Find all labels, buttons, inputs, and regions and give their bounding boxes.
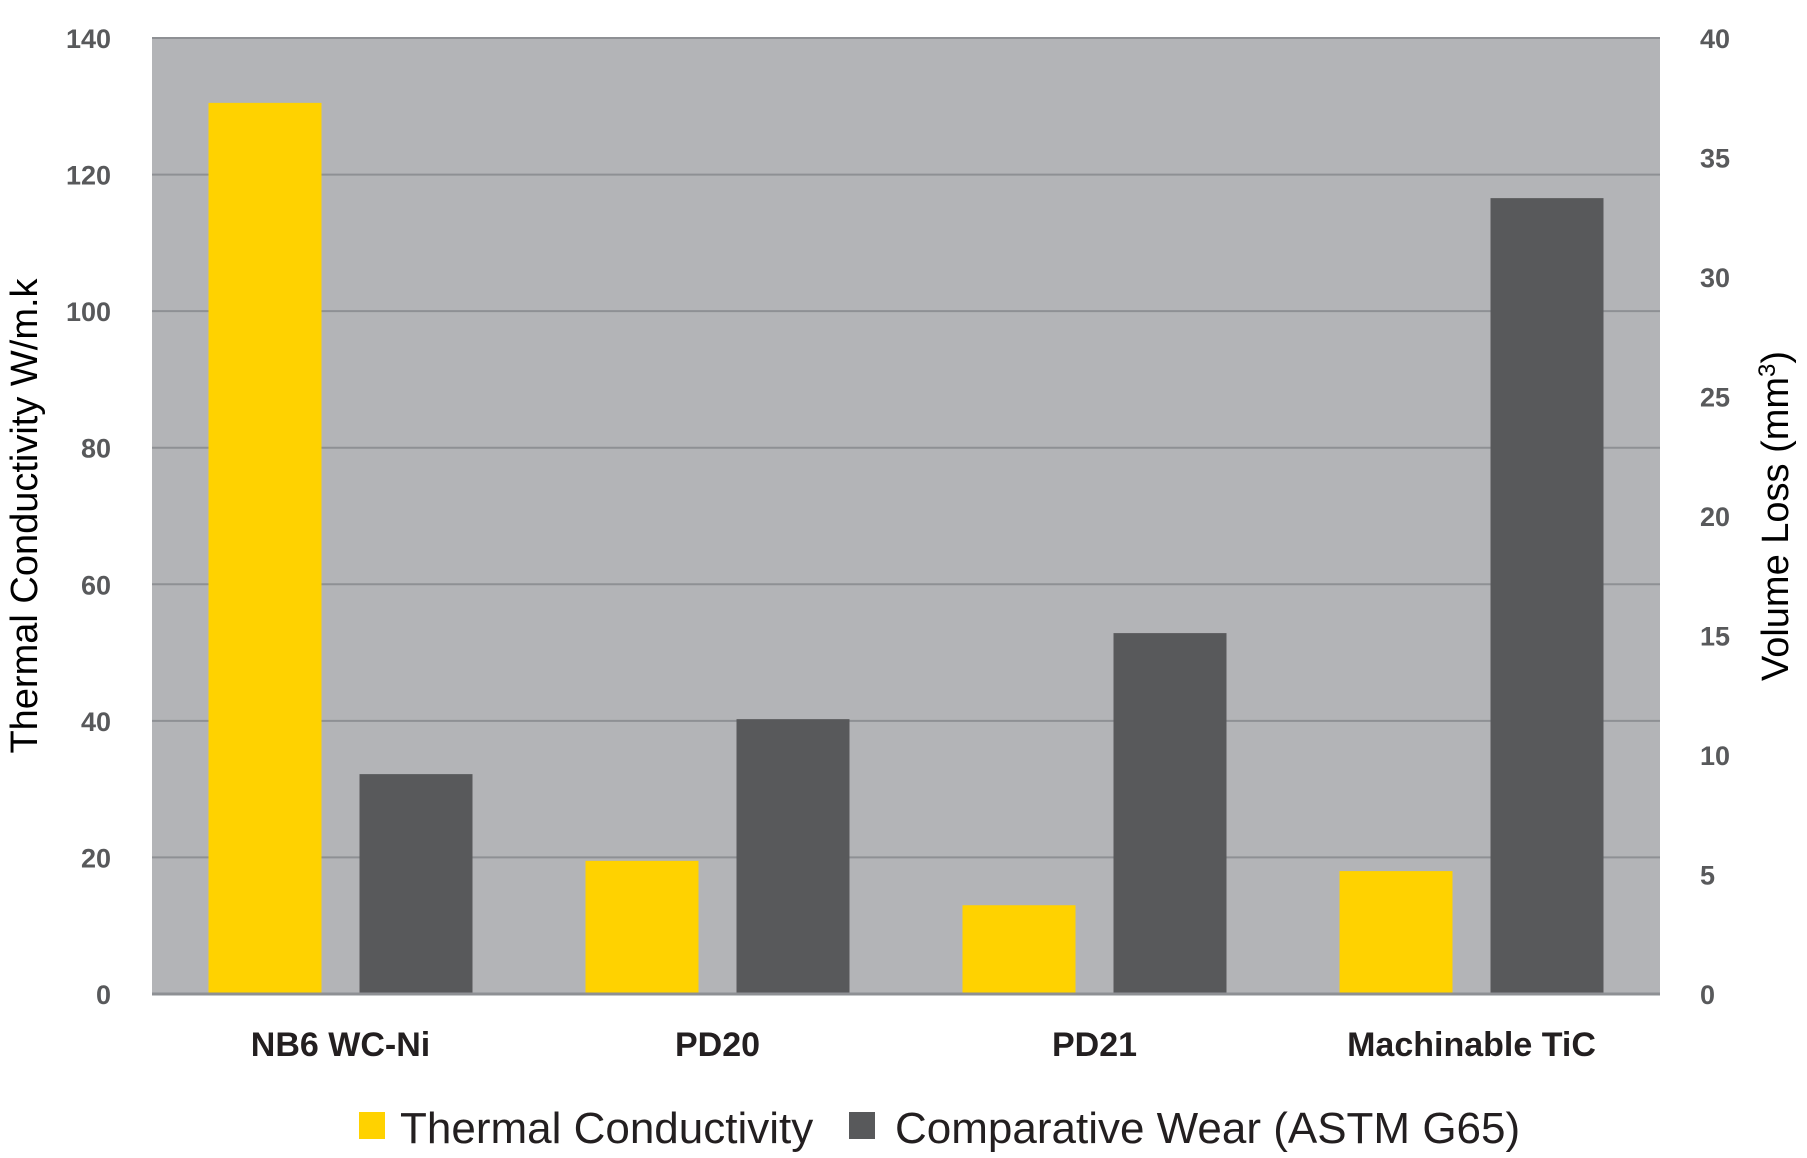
bar-comparative-wear-astm-g65-machinable-tic [1490,198,1604,994]
bar-thermal-conductivity-pd20 [585,860,699,994]
bar-thermal-conductivity-nb6-wc-ni [208,102,322,994]
right-tick-label-35: 35 [1700,144,1730,174]
legend-label-comparative-wear: Comparative Wear (ASTM G65) [895,1104,1520,1153]
left-tick-label-60: 60 [81,570,111,600]
right-axis-label-suffix: ) [1755,351,1797,364]
right-axis-label: Volume Loss (mm3) [1754,351,1798,681]
right-tick-label-25: 25 [1700,383,1730,413]
right-tick-label-15: 15 [1700,622,1730,652]
bar-thermal-conductivity-machinable-tic [1339,871,1453,994]
right-tick-label-0: 0 [1700,980,1715,1010]
category-labels: NB6 WC-Ni PD20 PD21 Machinable TiC [251,1026,1596,1064]
bars [208,102,1604,994]
right-tick-label-10: 10 [1700,741,1730,771]
left-tick-label-0: 0 [96,980,111,1010]
bar-thermal-conductivity-pd21 [962,905,1076,994]
legend-swatch-thermal-conductivity [359,1112,385,1139]
left-tick-label-40: 40 [81,707,111,737]
left-tick-label-80: 80 [81,434,111,464]
right-axis-label-superscript: 3 [1754,364,1781,377]
right-tick-label-20: 20 [1700,502,1730,532]
category-label-nb6-wc-ni: NB6 WC-Ni [251,1026,430,1064]
bar-comparative-wear-astm-g65-pd21 [1113,633,1227,994]
right-tick-label-40: 40 [1700,24,1730,54]
legend: Thermal Conductivity Comparative Wear (A… [359,1104,1520,1153]
left-tick-label-20: 20 [81,843,111,873]
category-label-pd21: PD21 [1052,1026,1137,1064]
legend-swatch-comparative-wear [849,1112,875,1139]
right-axis-label-main: Volume Loss (mm [1755,377,1797,681]
legend-label-thermal-conductivity: Thermal Conductivity [400,1104,813,1153]
bar-comparative-wear-astm-g65-nb6-wc-ni [359,774,473,994]
bar-comparative-wear-astm-g65-pd20 [736,719,850,994]
left-tick-label-140: 140 [66,24,111,54]
right-tick-label-30: 30 [1700,263,1730,293]
category-label-machinable-tic: Machinable TiC [1347,1026,1596,1064]
right-tick-label-5: 5 [1700,861,1715,891]
left-tick-label-100: 100 [66,297,111,327]
left-axis-ticks: 0 20 40 60 80 100 120 140 [66,24,111,1010]
left-axis-label: Thermal Conductivity W/m.k [4,277,46,753]
left-tick-label-120: 120 [66,161,111,191]
category-label-pd20: PD20 [675,1026,760,1064]
right-axis-ticks: 0 5 10 15 20 25 30 35 40 [1700,24,1730,1010]
